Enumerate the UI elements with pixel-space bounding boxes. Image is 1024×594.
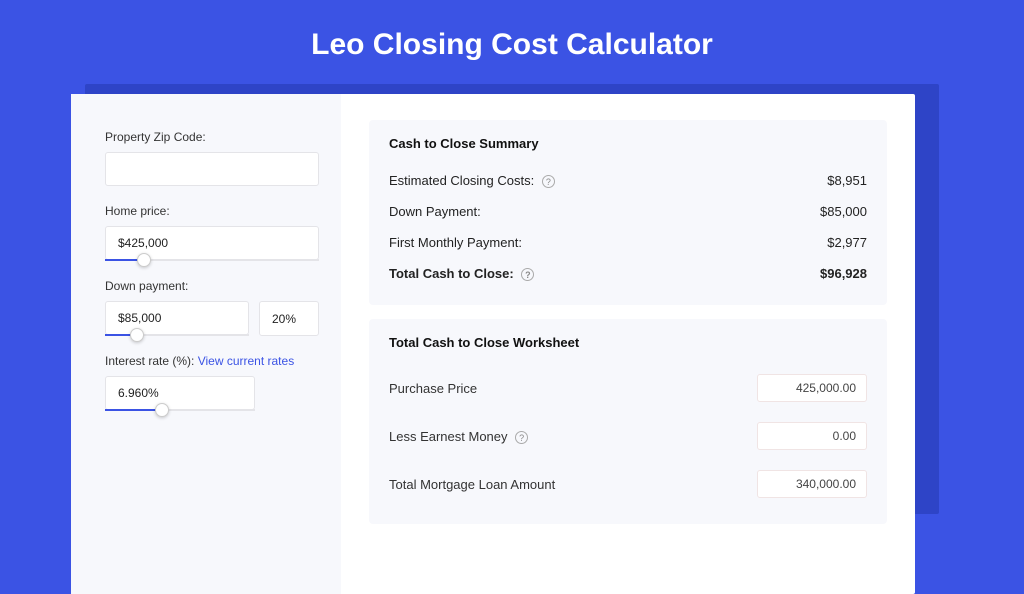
interest-group: Interest rate (%): View current rates (105, 354, 319, 411)
down-payment-slider-thumb[interactable] (130, 328, 144, 342)
worksheet-row: Less Earnest Money ? 0.00 (389, 412, 867, 460)
home-price-group: Home price: (105, 204, 319, 261)
worksheet-row-label: Total Mortgage Loan Amount (389, 477, 555, 492)
down-payment-input[interactable] (105, 301, 249, 335)
worksheet-row: Total Mortgage Loan Amount 340,000.00 (389, 460, 867, 508)
summary-row-value: $85,000 (820, 204, 867, 219)
help-icon[interactable]: ? (542, 175, 555, 188)
summary-row-label: Total Cash to Close: ? (389, 266, 534, 281)
interest-slider[interactable] (105, 409, 255, 411)
worksheet-title: Total Cash to Close Worksheet (389, 335, 867, 350)
main-panel: Cash to Close Summary Estimated Closing … (341, 94, 915, 594)
summary-row-label: Estimated Closing Costs: ? (389, 173, 555, 188)
home-price-slider-thumb[interactable] (137, 253, 151, 267)
help-icon[interactable]: ? (521, 268, 534, 281)
summary-row: First Monthly Payment: $2,977 (389, 227, 867, 258)
summary-row-value: $8,951 (827, 173, 867, 188)
down-payment-pct-input[interactable] (259, 301, 319, 336)
home-price-label: Home price: (105, 204, 319, 218)
summary-row: Total Cash to Close: ? $96,928 (389, 258, 867, 289)
summary-section: Cash to Close Summary Estimated Closing … (369, 120, 887, 305)
worksheet-row-label: Purchase Price (389, 381, 477, 396)
calculator-card: Property Zip Code: Home price: Down paym… (71, 94, 915, 594)
worksheet-row-value[interactable]: 425,000.00 (757, 374, 867, 402)
summary-row: Down Payment: $85,000 (389, 196, 867, 227)
worksheet-row-value[interactable]: 0.00 (757, 422, 867, 450)
zip-label: Property Zip Code: (105, 130, 319, 144)
home-price-slider[interactable] (105, 259, 319, 261)
zip-input[interactable] (105, 152, 319, 186)
worksheet-row-value[interactable]: 340,000.00 (757, 470, 867, 498)
summary-title: Cash to Close Summary (389, 136, 867, 151)
summary-row-value: $96,928 (820, 266, 867, 281)
zip-group: Property Zip Code: (105, 130, 319, 186)
summary-row: Estimated Closing Costs: ? $8,951 (389, 165, 867, 196)
down-payment-slider[interactable] (105, 334, 249, 336)
page-title: Leo Closing Cost Calculator (0, 0, 1024, 84)
sidebar: Property Zip Code: Home price: Down paym… (71, 94, 341, 594)
interest-label: Interest rate (%): View current rates (105, 354, 319, 368)
summary-row-label: First Monthly Payment: (389, 235, 522, 250)
summary-row-value: $2,977 (827, 235, 867, 250)
help-icon[interactable]: ? (515, 431, 528, 444)
summary-row-label: Down Payment: (389, 204, 481, 219)
worksheet-section: Total Cash to Close Worksheet Purchase P… (369, 319, 887, 524)
down-payment-label: Down payment: (105, 279, 319, 293)
down-payment-group: Down payment: (105, 279, 319, 336)
worksheet-row-label: Less Earnest Money ? (389, 429, 528, 444)
interest-label-text: Interest rate (%): (105, 354, 198, 368)
card-shadow: Property Zip Code: Home price: Down paym… (85, 84, 939, 514)
worksheet-row: Purchase Price 425,000.00 (389, 364, 867, 412)
view-rates-link[interactable]: View current rates (198, 354, 295, 368)
interest-slider-fill (105, 409, 162, 411)
interest-input[interactable] (105, 376, 255, 410)
interest-slider-thumb[interactable] (155, 403, 169, 417)
